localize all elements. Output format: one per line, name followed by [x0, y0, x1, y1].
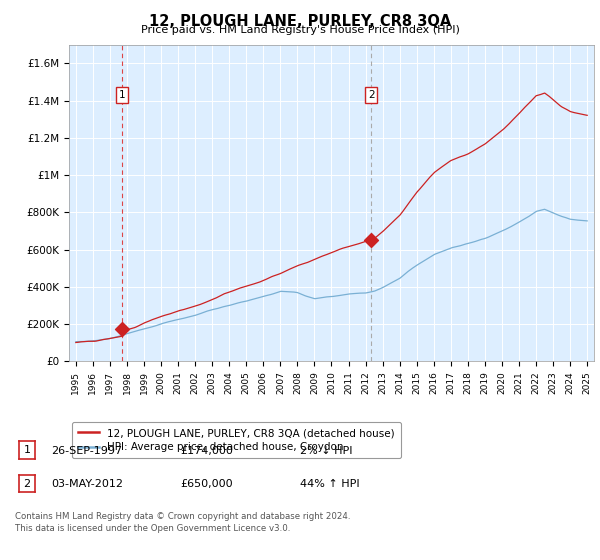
Text: 44% ↑ HPI: 44% ↑ HPI	[300, 479, 359, 489]
Point	[118, 324, 127, 333]
Text: 2: 2	[368, 90, 374, 100]
Text: 2% ↓ HPI: 2% ↓ HPI	[300, 446, 353, 456]
Text: 12, PLOUGH LANE, PURLEY, CR8 3QA: 12, PLOUGH LANE, PURLEY, CR8 3QA	[149, 14, 451, 29]
Text: 03-MAY-2012: 03-MAY-2012	[51, 479, 123, 489]
Text: Contains HM Land Registry data © Crown copyright and database right 2024.
This d: Contains HM Land Registry data © Crown c…	[15, 512, 350, 533]
Text: 1: 1	[119, 90, 125, 100]
Text: 26-SEP-1997: 26-SEP-1997	[51, 446, 122, 456]
Text: £174,000: £174,000	[180, 446, 233, 456]
Text: 1: 1	[23, 445, 31, 455]
Point	[367, 236, 376, 245]
Legend: 12, PLOUGH LANE, PURLEY, CR8 3QA (detached house), HPI: Average price, detached : 12, PLOUGH LANE, PURLEY, CR8 3QA (detach…	[71, 422, 401, 459]
Text: Price paid vs. HM Land Registry's House Price Index (HPI): Price paid vs. HM Land Registry's House …	[140, 25, 460, 35]
Text: 2: 2	[23, 479, 31, 489]
Text: £650,000: £650,000	[180, 479, 233, 489]
